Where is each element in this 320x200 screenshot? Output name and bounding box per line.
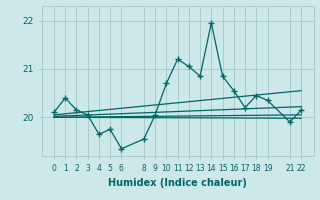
X-axis label: Humidex (Indice chaleur): Humidex (Indice chaleur) bbox=[108, 178, 247, 188]
